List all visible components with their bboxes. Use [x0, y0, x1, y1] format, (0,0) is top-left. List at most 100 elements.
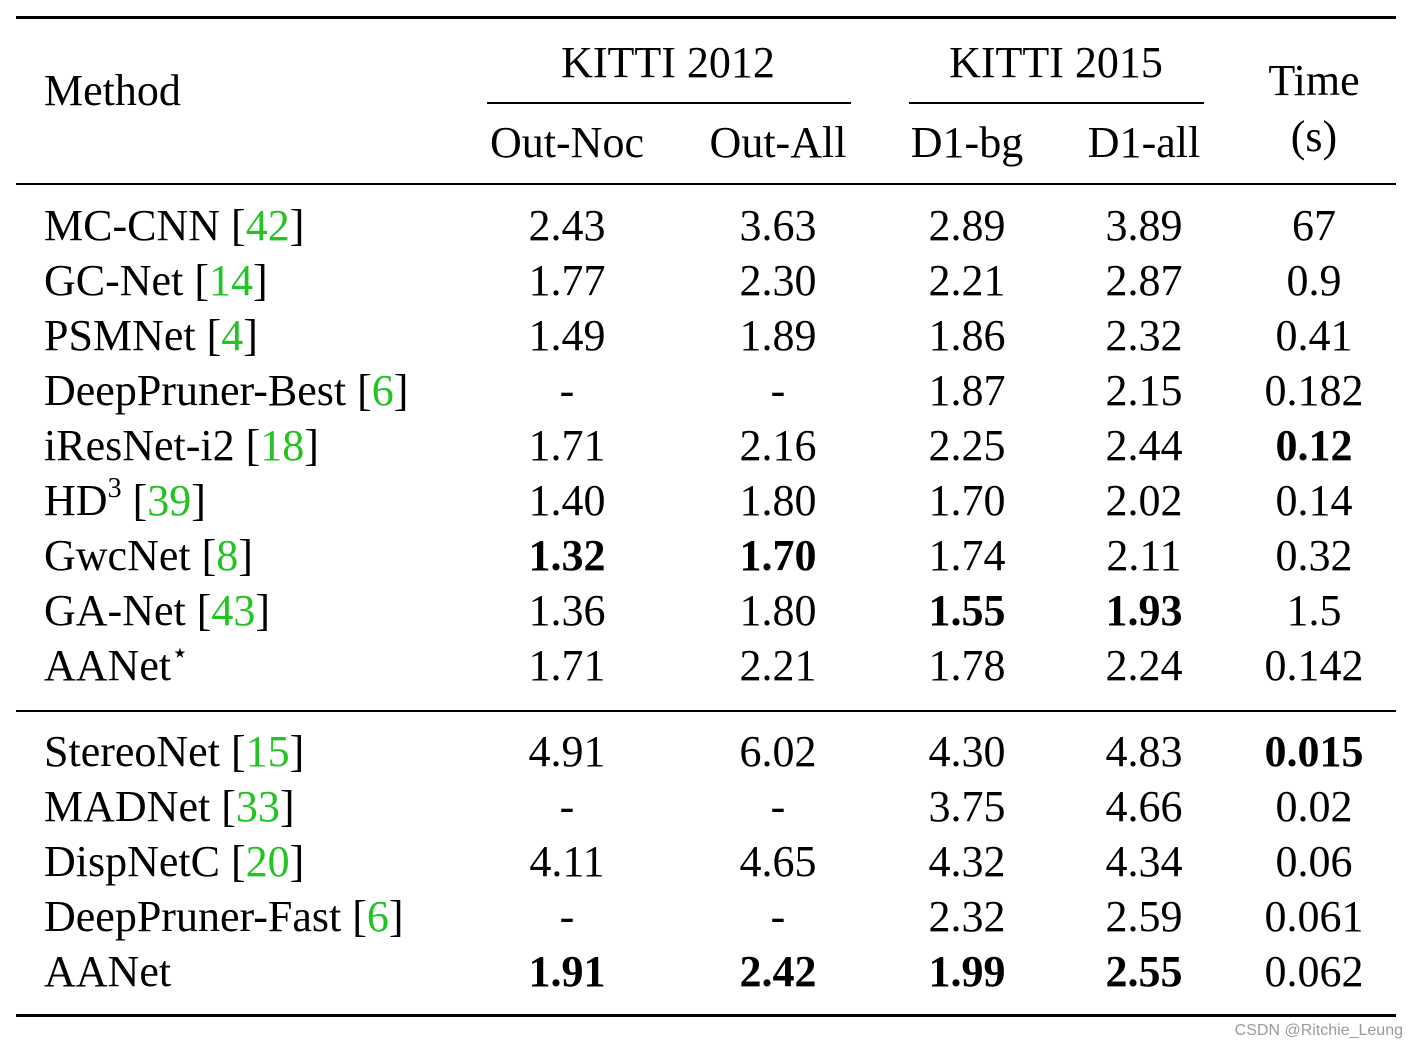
- header-rule: [16, 183, 1396, 185]
- value-cell-time: 0.062: [1264, 947, 1364, 996]
- value-cell-time: 0.015: [1264, 727, 1364, 776]
- value-cell-d1-bg: 1.78: [928, 641, 1006, 690]
- group-separator-rule: [16, 710, 1396, 712]
- value-cell-out-noc: 4.11: [529, 837, 605, 886]
- kitti-2012-cmidrule: [487, 102, 851, 104]
- method-name-cell: DispNetC [20]: [44, 837, 305, 886]
- method-name: GA-Net: [44, 586, 186, 635]
- method-name-cell: StereoNet [15]: [44, 727, 305, 776]
- value-cell-d1-all: 2.32: [1105, 311, 1183, 360]
- header-kitti-2015: KITTI 2015: [949, 38, 1163, 87]
- value-cell-time: 0.02: [1275, 782, 1353, 831]
- value-cell-time: 0.142: [1264, 641, 1364, 690]
- top-rule: [16, 16, 1396, 19]
- citation-link[interactable]: 18: [260, 421, 305, 470]
- citation-link[interactable]: 15: [245, 727, 290, 776]
- value-cell-d1-all: 2.87: [1105, 256, 1183, 305]
- value-cell-d1-all: 2.24: [1105, 641, 1183, 690]
- watermark: CSDN @Ritchie_Leung: [1234, 1022, 1403, 1039]
- value-cell-out-noc: 1.71: [528, 641, 606, 690]
- value-cell-d1-bg: 2.21: [928, 256, 1006, 305]
- citation-link[interactable]: 20: [245, 837, 290, 886]
- value-cell-time: 0.9: [1286, 256, 1342, 305]
- method-name: HD: [44, 476, 108, 525]
- value-cell-time: 0.14: [1275, 476, 1353, 525]
- header-method: Method: [44, 66, 181, 115]
- header-time-unit: (s): [1290, 112, 1338, 161]
- value-cell-out-all: -: [770, 782, 786, 831]
- value-cell-d1-bg: 1.55: [928, 586, 1006, 635]
- header-out-noc: Out-Noc: [490, 118, 644, 167]
- method-name-cell: AANet: [44, 947, 171, 997]
- value-cell-time: 67: [1292, 201, 1336, 250]
- method-name-cell: iResNet-i2 [18]: [44, 421, 319, 470]
- method-name-cell: GwcNet [8]: [44, 531, 253, 580]
- citation-link[interactable]: 4: [221, 311, 244, 360]
- method-name-cell: PSMNet [4]: [44, 311, 258, 360]
- method-superscript: ⋆: [171, 638, 189, 669]
- method-name-cell: GC-Net [14]: [44, 256, 268, 305]
- method-name: GwcNet: [44, 531, 191, 580]
- value-cell-time: 1.5: [1286, 586, 1342, 635]
- method-name: AANet: [44, 641, 172, 690]
- value-cell-d1-bg: 4.30: [928, 727, 1006, 776]
- value-cell-d1-all: 4.34: [1105, 837, 1183, 886]
- method-name: DispNetC: [44, 837, 220, 886]
- value-cell-d1-all: 2.59: [1105, 892, 1183, 941]
- value-cell-out-all: -: [770, 892, 786, 941]
- citation-link[interactable]: 33: [235, 782, 280, 831]
- value-cell-out-noc: -: [559, 366, 575, 415]
- citation-link[interactable]: 6: [371, 366, 394, 415]
- value-cell-out-all: 2.16: [739, 421, 817, 470]
- value-cell-out-all: -: [770, 366, 786, 415]
- header-out-all: Out-All: [709, 118, 847, 167]
- value-cell-out-noc: -: [559, 892, 575, 941]
- method-name-cell: GA-Net [43]: [44, 586, 271, 635]
- value-cell-out-all: 3.63: [739, 201, 817, 250]
- header-d1-bg: D1-bg: [910, 118, 1024, 167]
- value-cell-time: 0.061: [1264, 892, 1364, 941]
- value-cell-time: 0.182: [1264, 366, 1364, 415]
- value-cell-out-all: 1.70: [739, 531, 817, 580]
- value-cell-out-noc: 1.91: [528, 947, 606, 996]
- value-cell-out-all: 2.21: [739, 641, 817, 690]
- value-cell-d1-all: 4.66: [1105, 782, 1183, 831]
- value-cell-time: 0.41: [1275, 311, 1353, 360]
- value-cell-out-all: 1.89: [739, 311, 817, 360]
- citation-link[interactable]: 43: [211, 586, 256, 635]
- value-cell-out-noc: 1.40: [528, 476, 606, 525]
- method-name: StereoNet: [44, 727, 220, 776]
- header-d1-all: D1-all: [1087, 118, 1201, 167]
- value-cell-out-all: 1.80: [739, 476, 817, 525]
- value-cell-out-all: 4.65: [739, 837, 817, 886]
- bottom-rule: [16, 1014, 1396, 1017]
- value-cell-d1-all: 2.02: [1105, 476, 1183, 525]
- method-name: DeepPruner-Fast: [44, 892, 342, 941]
- value-cell-d1-bg: 1.70: [928, 476, 1006, 525]
- value-cell-d1-bg: 1.86: [928, 311, 1006, 360]
- value-cell-out-all: 1.80: [739, 586, 817, 635]
- value-cell-d1-all: 2.44: [1105, 421, 1183, 470]
- method-superscript: 3: [107, 473, 122, 504]
- value-cell-d1-bg: 1.87: [928, 366, 1006, 415]
- method-name-cell: HD3 [39]: [44, 473, 206, 526]
- value-cell-out-all: 2.30: [739, 256, 817, 305]
- value-cell-out-all: 2.42: [739, 947, 817, 996]
- citation-link[interactable]: 39: [147, 476, 192, 525]
- method-name: MC-CNN: [44, 201, 221, 250]
- value-cell-d1-all: 2.15: [1105, 366, 1183, 415]
- method-name-cell: AANet⋆: [44, 638, 189, 691]
- kitti-2015-cmidrule: [909, 102, 1204, 104]
- value-cell-out-noc: 2.43: [528, 201, 606, 250]
- value-cell-time: 0.06: [1275, 837, 1353, 886]
- method-name: PSMNet: [44, 311, 196, 360]
- value-cell-d1-all: 2.55: [1105, 947, 1183, 996]
- value-cell-d1-bg: 2.32: [928, 892, 1006, 941]
- value-cell-d1-all: 2.11: [1106, 531, 1182, 580]
- citation-link[interactable]: 6: [366, 892, 389, 941]
- method-name-cell: DeepPruner-Best [6]: [44, 366, 409, 415]
- citation-link[interactable]: 8: [216, 531, 239, 580]
- value-cell-out-noc: 1.36: [528, 586, 606, 635]
- citation-link[interactable]: 14: [208, 256, 253, 305]
- citation-link[interactable]: 42: [245, 201, 290, 250]
